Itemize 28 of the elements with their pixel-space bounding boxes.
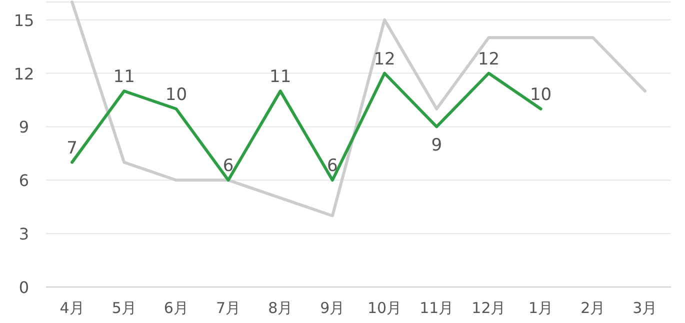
x-tick-label: 1月 <box>528 299 554 317</box>
x-tick-label: 8月 <box>268 299 293 317</box>
y-tick-label: 9 <box>18 118 30 137</box>
x-tick-label: 11月 <box>420 299 454 317</box>
x-tick-label: 2月 <box>580 299 606 317</box>
data-label: 7 <box>66 138 78 158</box>
data-label: 6 <box>222 156 234 176</box>
x-tick-label: 7月 <box>216 299 241 317</box>
x-tick-label: 3月 <box>632 299 658 317</box>
data-label: 9 <box>431 136 442 156</box>
y-tick-label: 0 <box>18 278 30 297</box>
y-tick-label: 6 <box>18 171 30 190</box>
y-tick-label: 15 <box>14 10 34 30</box>
x-tick-label: 6月 <box>164 299 188 317</box>
x-tick-label: 10月 <box>367 299 402 317</box>
data-label: 11 <box>113 67 135 88</box>
y-tick-label: 3 <box>18 224 30 244</box>
x-tick-label: 12月 <box>472 299 506 317</box>
x-tick-label: 4月 <box>60 299 84 317</box>
data-label: 6 <box>327 156 338 176</box>
x-tick-label: 5月 <box>112 299 136 317</box>
x-tick-label: 9月 <box>320 299 345 317</box>
data-label: 12 <box>374 49 396 70</box>
data-label: 10 <box>165 84 188 105</box>
data-label: 11 <box>270 67 292 88</box>
y-tick-label: 12 <box>14 64 34 84</box>
data-label: 10 <box>530 84 552 105</box>
data-label: 12 <box>478 49 500 70</box>
